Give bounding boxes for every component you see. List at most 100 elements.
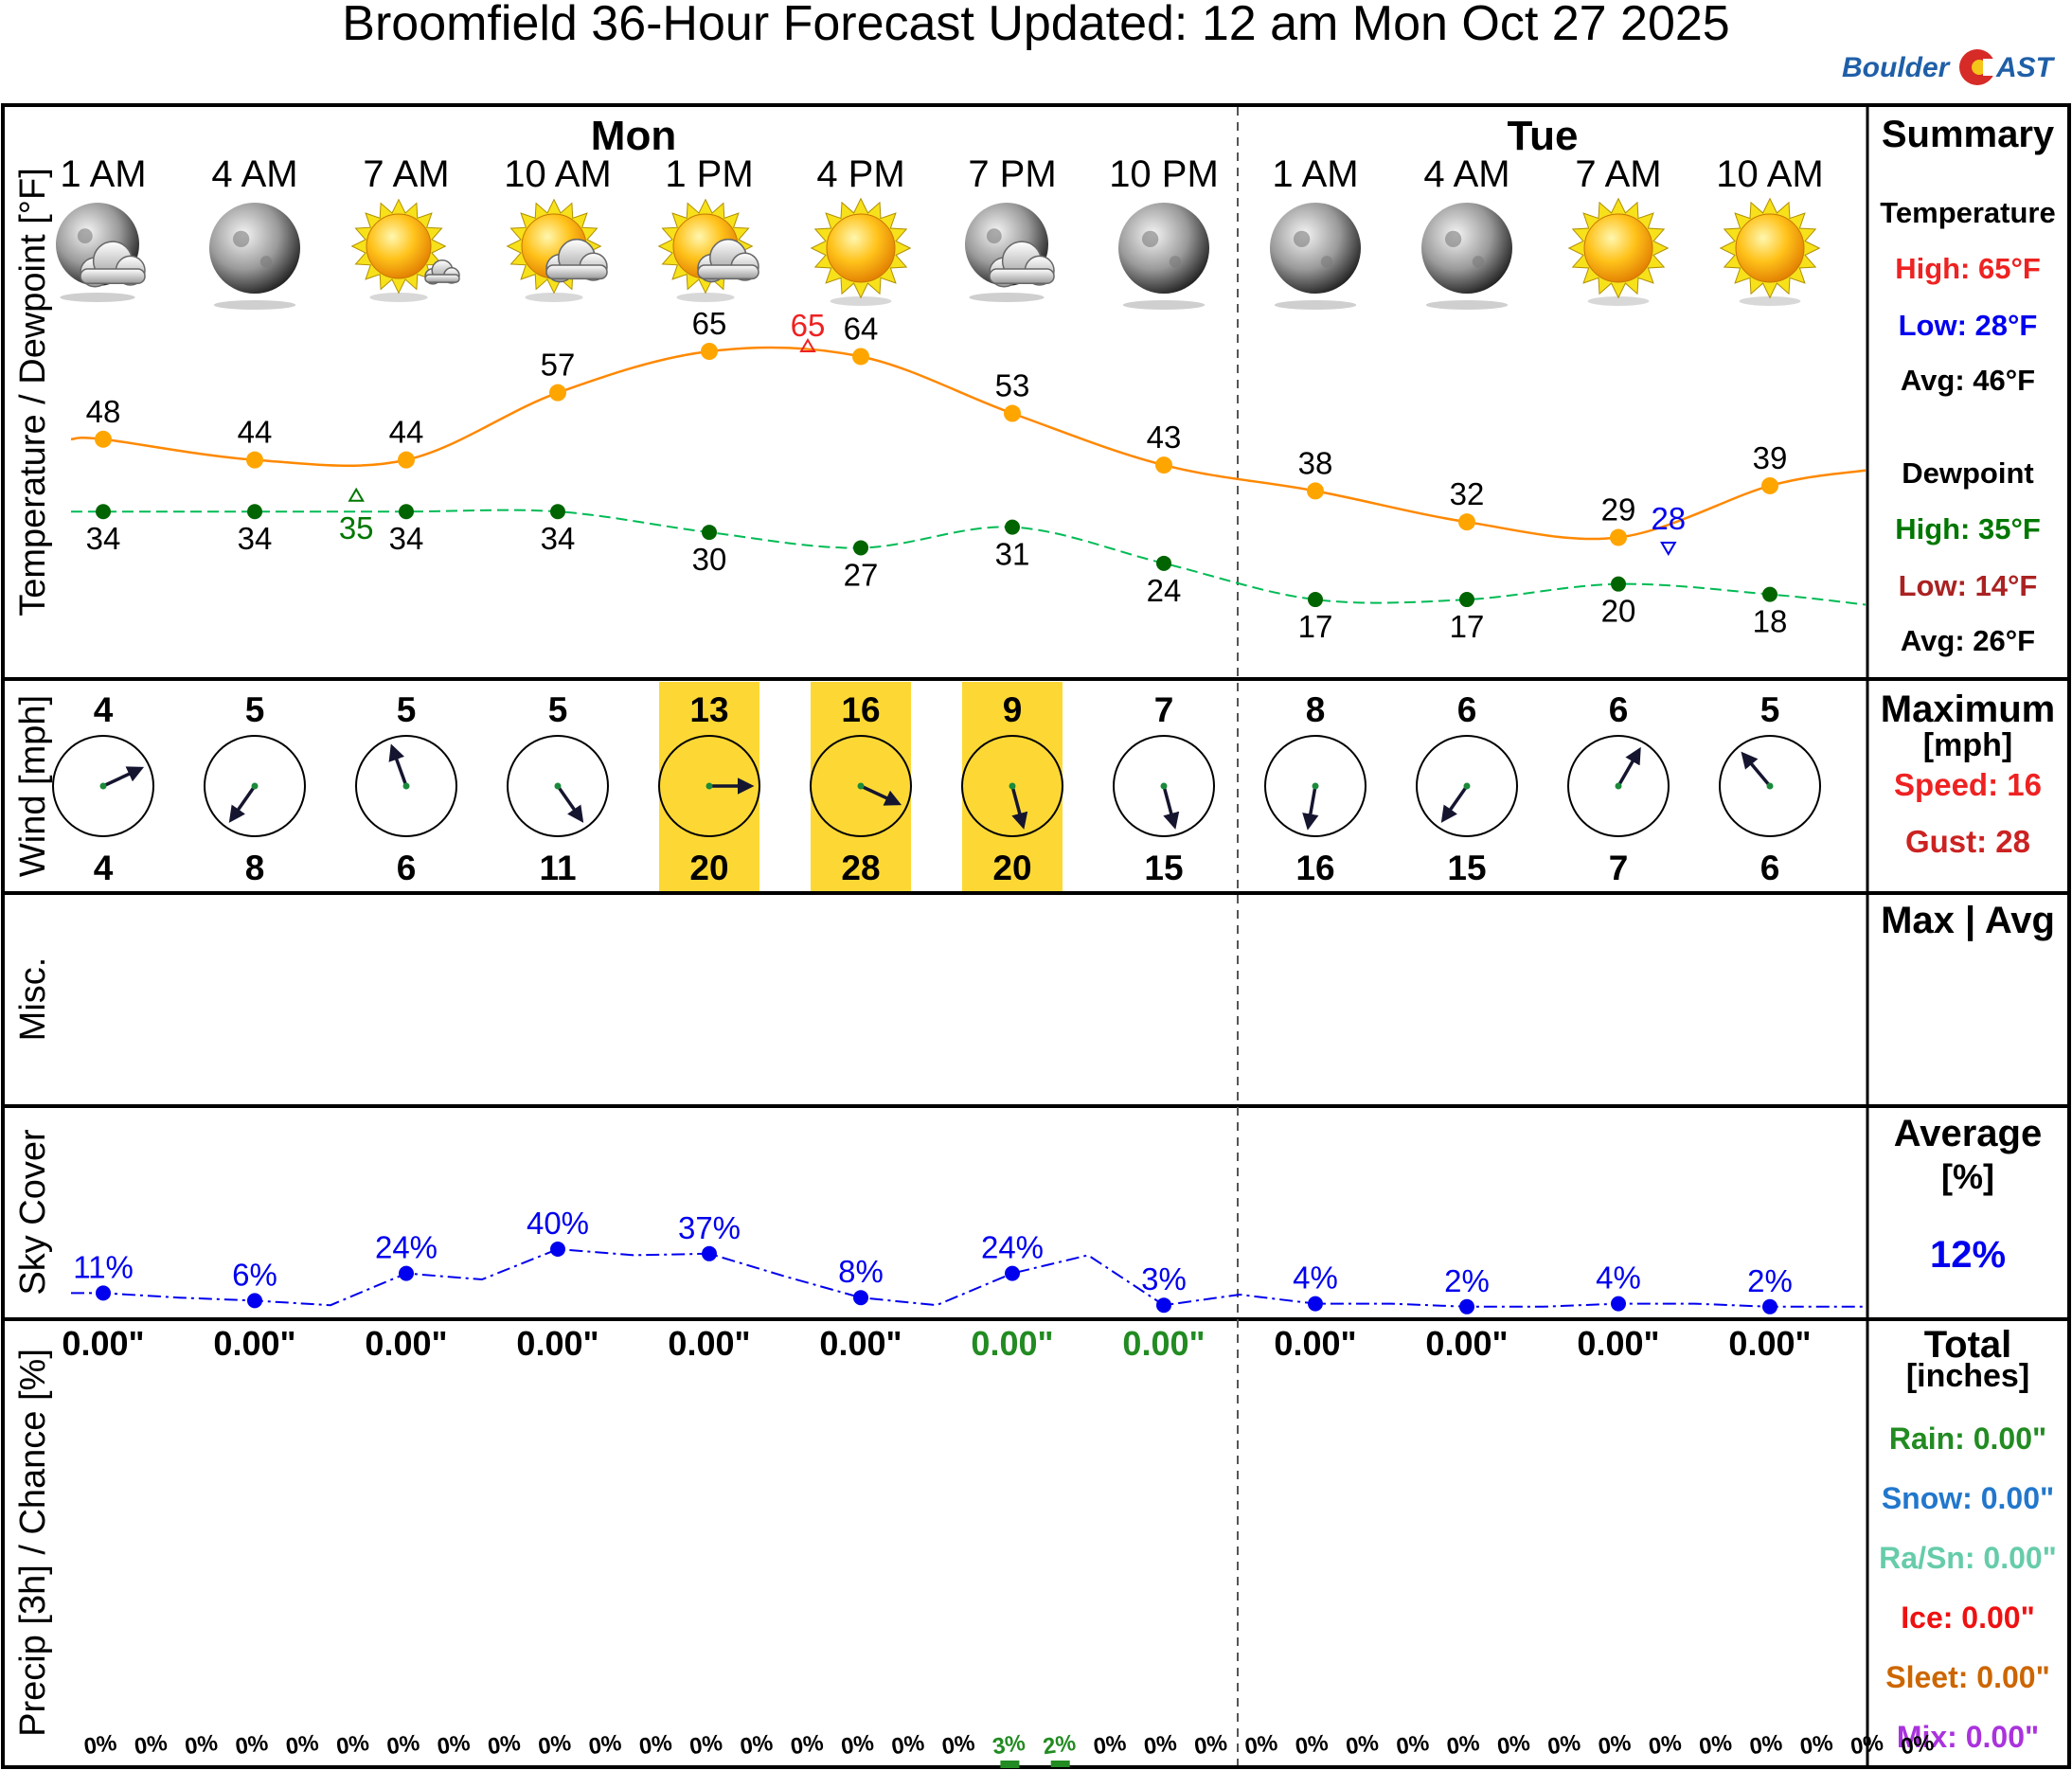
temperature-point bbox=[1458, 513, 1475, 531]
wind-dial-center bbox=[1009, 782, 1016, 790]
moon-crater bbox=[1141, 230, 1159, 248]
moon-crater bbox=[986, 228, 1002, 244]
precip-chance-label: 3% bbox=[991, 1730, 1027, 1761]
moon-crater bbox=[1169, 256, 1182, 268]
precip-amount-label: 0.00" bbox=[668, 1324, 750, 1363]
wind-dial-center bbox=[1766, 782, 1774, 790]
wind-gust-label: 16 bbox=[1295, 849, 1334, 887]
moon-crater bbox=[232, 230, 250, 248]
temperature-label: 57 bbox=[541, 348, 576, 383]
wind-dial-center bbox=[402, 782, 410, 790]
summary-sky-value: 12% bbox=[1930, 1234, 2006, 1276]
dewpoint-point bbox=[1611, 576, 1626, 592]
day-label-mon: Mon bbox=[591, 113, 676, 159]
wind-dial-center bbox=[251, 782, 259, 790]
wind-dial-center bbox=[1160, 782, 1168, 790]
precip-chance-label: 0% bbox=[1849, 1730, 1884, 1761]
weather-icon-sun bbox=[1719, 197, 1821, 306]
summary-dew-avg: Avg: 26°F bbox=[1901, 624, 2035, 657]
precip-amount-label: 0.00" bbox=[1425, 1324, 1508, 1363]
precip-chance-label: 0% bbox=[385, 1730, 421, 1761]
weather-icon-moon-cloud bbox=[965, 203, 1055, 302]
precip-chance-label: 0% bbox=[1748, 1730, 1784, 1761]
wind-arrow-icon bbox=[1617, 746, 1641, 787]
dewpoint-point bbox=[702, 525, 717, 541]
misc-axis-label: Misc. bbox=[13, 957, 53, 1042]
wind-direction-dial bbox=[658, 735, 760, 837]
sky-cover-point bbox=[96, 1285, 111, 1301]
wind-dial-center bbox=[554, 782, 562, 790]
day-labels: Mon Tue bbox=[591, 113, 1579, 159]
icon-shadow bbox=[1425, 300, 1509, 310]
wind-arrow-icon bbox=[388, 743, 408, 787]
dewpoint-label: 20 bbox=[1601, 594, 1636, 629]
wind-dial-center bbox=[706, 782, 713, 790]
precip-chance-label: 0% bbox=[1698, 1730, 1734, 1761]
wind-gust-label: 6 bbox=[397, 849, 417, 887]
precip-chance-label: 0% bbox=[1142, 1730, 1178, 1761]
wind-speed-label: 13 bbox=[689, 690, 728, 729]
summary-wind-unit: [mph] bbox=[1923, 727, 2012, 763]
precip-chance-label: 0% bbox=[1546, 1730, 1582, 1761]
wind-speed-label: 5 bbox=[397, 690, 417, 729]
sky-cover-point bbox=[1459, 1298, 1474, 1314]
logo-text-ast: AST bbox=[1995, 52, 2056, 83]
weather-icon-sun-cloud-small bbox=[350, 198, 460, 302]
wind-panel: 4 4 5 8 5 6 5 11 13 20 16 28 9 20 7 15 8 16 6 15 6 7 5 6 bbox=[52, 682, 1821, 891]
temperature-point bbox=[1307, 482, 1324, 500]
wind-gust-label: 4 bbox=[94, 849, 114, 887]
temperature-point bbox=[1004, 404, 1021, 422]
cloud-base bbox=[545, 264, 608, 280]
precip-chance-label: 0% bbox=[436, 1730, 472, 1761]
dewpoint-label: 34 bbox=[238, 521, 273, 556]
icon-shadow bbox=[969, 293, 1045, 302]
wind-arrow-icon bbox=[228, 784, 257, 823]
sky-cover-label: 4% bbox=[1293, 1260, 1338, 1296]
summary-wind-speed: Speed: 16 bbox=[1894, 767, 2042, 802]
wind-axis-label: Wind [mph] bbox=[13, 695, 53, 877]
precip-chance-bar bbox=[1000, 1761, 1020, 1768]
icon-shadow bbox=[1739, 296, 1801, 306]
summary-column: Summary Temperature High: 65°F Low: 28°F… bbox=[1879, 114, 2057, 1754]
logo-c-gap bbox=[1983, 59, 1998, 76]
wind-direction-dial bbox=[1719, 735, 1821, 837]
sky-cover-point bbox=[1005, 1265, 1020, 1281]
sun-icon bbox=[1735, 213, 1805, 283]
temperature-axis-label: Temperature / Dewpoint [°F] bbox=[13, 168, 53, 617]
moon-crater bbox=[77, 228, 93, 244]
icon-shadow bbox=[676, 293, 735, 302]
precip-chance-label: 0% bbox=[1294, 1730, 1330, 1761]
icon-shadow bbox=[213, 300, 296, 310]
precip-chance-label: 0% bbox=[1495, 1730, 1531, 1761]
sky-cover-label: 11% bbox=[73, 1249, 134, 1284]
summary-precip-unit: [inches] bbox=[1906, 1358, 2029, 1394]
dewpoint-label: 17 bbox=[1450, 609, 1485, 644]
icon-shadow bbox=[525, 293, 583, 302]
summary-wind-header: Maximum bbox=[1881, 688, 2056, 730]
summary-sleet: Sleet: 0.00" bbox=[1885, 1660, 2049, 1694]
wind-dial-center bbox=[1312, 782, 1319, 790]
time-label: 1 PM bbox=[665, 153, 753, 195]
precip-amount-label: 0.00" bbox=[516, 1324, 598, 1363]
wind-speed-label: 16 bbox=[841, 690, 880, 729]
precip-chance-label: 0% bbox=[587, 1730, 623, 1761]
temperature-point bbox=[852, 348, 869, 366]
precip-amount-label: 0.00" bbox=[971, 1324, 1053, 1363]
temperature-label: 48 bbox=[86, 394, 121, 429]
bouldercast-logo: Boulder AST bbox=[1842, 49, 2056, 85]
wind-arrow-icon bbox=[1741, 751, 1772, 788]
precip-chance-label: 0% bbox=[334, 1730, 370, 1761]
wind-direction-dial bbox=[961, 735, 1063, 837]
summary-dewpoint-label: Dewpoint bbox=[1902, 456, 2034, 490]
precip-chance-label: 0% bbox=[637, 1730, 673, 1761]
summary-rain: Rain: 0.00" bbox=[1889, 1421, 2046, 1456]
precip-amount-label: 0.00" bbox=[1577, 1324, 1659, 1363]
dewpoint-series: 34 34 34 34 30 27 31 24 17 17 20 18 35 bbox=[70, 487, 1867, 644]
temperature-max-marker bbox=[799, 338, 816, 352]
temperature-point bbox=[701, 343, 718, 360]
sky-cover-line bbox=[71, 1247, 1866, 1308]
weather-icon-moon bbox=[1421, 203, 1512, 310]
wind-speed-label: 8 bbox=[1306, 690, 1326, 729]
precip-chance-bar bbox=[1050, 1761, 1070, 1767]
